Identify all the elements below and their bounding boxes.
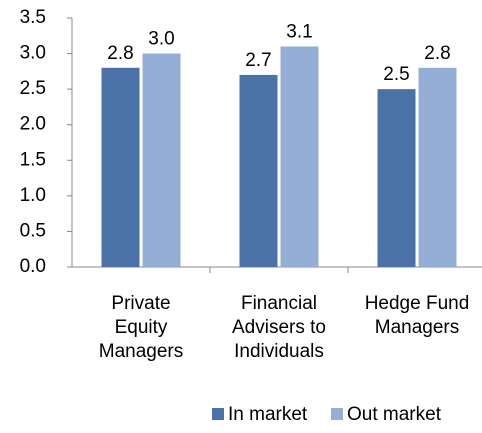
y-tick-label: 3.0 [20,43,46,64]
bar [418,67,457,267]
bar [239,74,278,268]
legend-swatch [212,408,224,420]
y-tick-label: 1.0 [20,185,46,206]
legend-label: In market [228,404,308,425]
x-tick-label: Hedge Fund Managers [364,293,470,338]
y-tick-label: 3.5 [20,7,46,28]
y-tick-label: 2.5 [20,78,46,99]
x-tick-label: Private Equity Managers [98,293,184,362]
data-label: 2.7 [245,50,271,71]
data-label: 2.5 [383,64,409,85]
y-tick-label: 0.0 [20,256,46,277]
y-tick-label: 1.5 [20,149,46,170]
data-label: 3.0 [148,29,174,50]
legend-label: Out market [347,404,442,425]
bar [101,67,140,267]
data-label: 3.1 [286,21,312,42]
bar [377,89,416,268]
bar [142,53,181,268]
y-tick-label: 0.5 [20,220,46,241]
bar [280,46,319,268]
data-label: 2.8 [424,43,450,64]
x-tick-label: Financial Advisers to Individuals [232,293,326,362]
data-label: 2.8 [107,43,133,64]
y-tick-label: 2.0 [20,114,46,135]
legend-swatch [331,408,343,420]
